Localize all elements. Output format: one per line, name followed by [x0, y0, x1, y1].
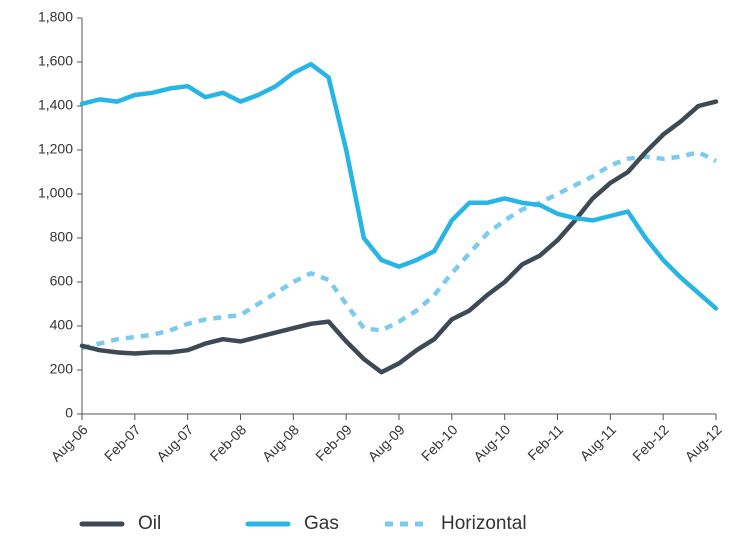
x-tick-label: Aug-06: [47, 421, 90, 464]
y-tick-label: 1,400: [38, 97, 73, 113]
y-tick-label: 600: [50, 273, 74, 289]
y-tick-label: 1,000: [38, 185, 73, 201]
x-tick-label: Feb-11: [524, 421, 566, 463]
series-line: [81, 149, 718, 351]
x-tick-label: Aug-08: [259, 421, 302, 464]
series-line: [79, 99, 719, 375]
x-tick-label: Feb-08: [207, 421, 250, 464]
y-tick-label: 0: [65, 405, 73, 421]
y-tick-label: 800: [50, 229, 74, 245]
y-tick-label: 1,600: [38, 53, 73, 69]
x-tick-label: Aug-12: [681, 421, 724, 464]
y-tick-label: 200: [50, 361, 74, 377]
x-tick-label: Feb-09: [312, 421, 355, 464]
y-tick-label: 1,200: [38, 141, 73, 157]
legend-label: Oil: [138, 513, 161, 534]
x-tick-label: Aug-10: [470, 421, 513, 464]
x-tick-label: Aug-11: [577, 421, 620, 464]
x-tick-label: Aug-07: [153, 421, 196, 464]
x-tick-label: Aug-09: [364, 421, 407, 464]
legend-label: Horizontal: [441, 513, 527, 534]
x-tick-label: Feb-10: [418, 421, 461, 464]
y-tick-label: 1,800: [38, 9, 73, 25]
y-tick-label: 400: [50, 317, 74, 333]
series-line: [79, 61, 719, 311]
x-tick-label: Feb-07: [101, 421, 144, 464]
legend-label: Gas: [304, 513, 339, 534]
x-tick-label: Feb-12: [629, 421, 672, 464]
